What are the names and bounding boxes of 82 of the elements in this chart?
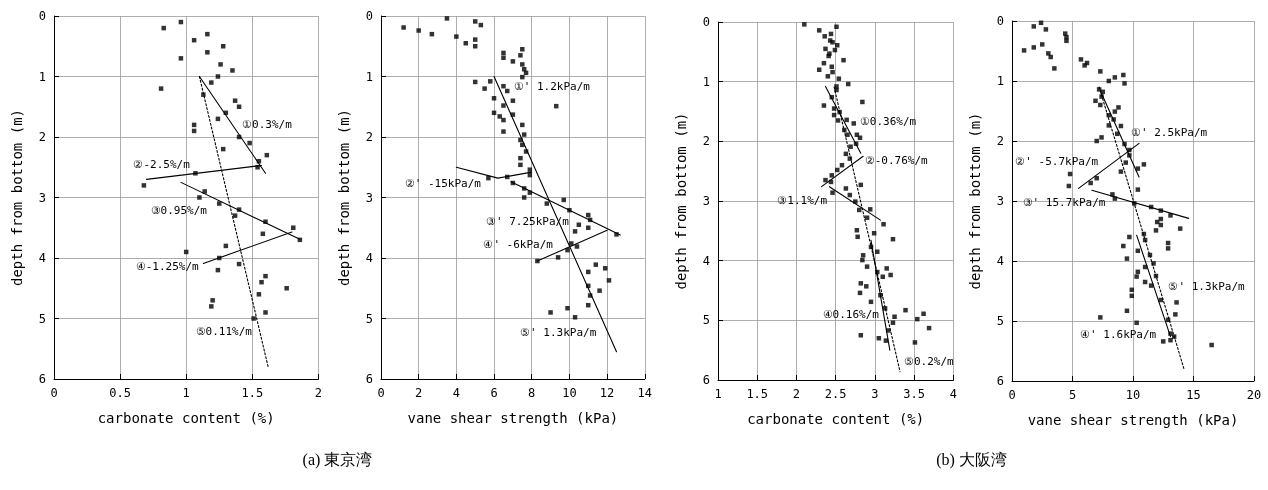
annotation: ④' 1.6kPa/m (1080, 328, 1157, 342)
x-tick-label: 0 (1008, 388, 1016, 402)
annotation: ②' -5.7kPa/m (1015, 155, 1099, 169)
y-tick-label: 4 (702, 253, 710, 268)
y-tick-label: 1 (702, 74, 710, 89)
x-tick-label: 0 (50, 386, 58, 400)
x-tick-label: 4 (949, 387, 957, 401)
annotation: ①' 1.2kPa/m (513, 79, 591, 93)
annotation: ③0.95%/m (150, 204, 208, 218)
y-tick-label: 5 (702, 313, 710, 328)
annotation: ③' 15.7kPa/m (1022, 195, 1106, 209)
x-tick-label: 1 (714, 387, 722, 401)
annotation: ①0.36%/m (859, 115, 917, 129)
x-axis-title: vane shear strength (kPa) (1027, 412, 1239, 428)
y-tick-label: 3 (365, 190, 373, 205)
annotation: ①' 2.5kPa/m (1130, 126, 1208, 140)
y-tick-label: 3 (38, 190, 46, 205)
y-tick-label: 4 (996, 254, 1004, 268)
y-tick-label: 5 (38, 311, 46, 326)
y-tick-label: 3 (702, 194, 710, 208)
x-tick-label: 8 (528, 386, 536, 400)
y-tick-label: 6 (365, 372, 373, 386)
y-tick-label: 0 (996, 14, 1004, 28)
x-tick-label: 1.5 (241, 386, 264, 400)
text: (a) 東京湾 (302, 450, 373, 471)
y-tick-label: 2 (365, 130, 373, 144)
x-tick-label: 12 (599, 386, 615, 400)
y-tick-label: 4 (38, 251, 46, 265)
x-tick-label: 0 (377, 386, 385, 400)
annotation: ①0.3%/m (242, 118, 293, 132)
y-axis-title: depth from bottom (m) (9, 108, 25, 287)
annotation: ④' -6kPa/m (483, 238, 554, 252)
y-axis-title: depth from bottom (m) (967, 112, 983, 290)
y-tick-label: 2 (996, 134, 1004, 148)
annotation: ②' -15kPa/m (404, 177, 482, 191)
y-tick-label: 1 (38, 69, 46, 84)
x-tick-label: 3.5 (903, 387, 925, 401)
y-axis-title: depth from bottom (m) (673, 112, 689, 290)
text: (b) 大阪湾 (936, 450, 1007, 471)
y-tick-label: 0 (702, 15, 710, 29)
x-tick-label: 14 (637, 386, 652, 400)
x-tick-label: 0.5 (109, 386, 131, 400)
x-tick-label: 2.5 (824, 387, 847, 401)
x-tick-label: 5 (1068, 388, 1077, 402)
annotation: ②-0.76%/m (864, 153, 929, 167)
annotation: ③1.1%/m (777, 193, 828, 207)
x-tick-label: 3 (871, 387, 879, 401)
y-tick-label: 4 (365, 251, 373, 265)
y-tick-label: 6 (996, 374, 1004, 388)
annotation: ②-2.5%/m (133, 157, 191, 171)
y-tick-label: 2 (38, 130, 46, 144)
x-tick-label: 1.5 (746, 387, 769, 401)
y-tick-label: 0 (38, 9, 46, 23)
annotation: ④0.16%/m (822, 308, 880, 322)
x-axis-title: carbonate content (%) (747, 411, 925, 427)
x-tick-label: 2 (792, 387, 801, 401)
x-tick-label: 10 (562, 386, 577, 400)
x-axis-title: vane shear strength (kPa) (407, 410, 619, 426)
y-tick-label: 6 (702, 373, 710, 387)
y-tick-label: 5 (365, 311, 373, 326)
y-tick-label: 3 (996, 194, 1004, 208)
x-tick-label: 1 (182, 386, 190, 400)
annotation: ⑤0.2%/m (903, 355, 955, 368)
x-tick-label: 20 (1246, 388, 1262, 402)
x-axis-title: carbonate content (%) (97, 410, 275, 426)
y-tick-label: 6 (38, 372, 46, 386)
y-tick-label: 1 (996, 74, 1004, 88)
annotation: ④-1.25%/m (135, 260, 200, 274)
x-tick-label: 4 (452, 386, 460, 400)
annotation: ⑤' 1.3kPa/m (1168, 279, 1246, 293)
x-tick-label: 15 (1186, 388, 1201, 402)
x-tick-label: 2 (415, 386, 423, 400)
y-tick-label: 2 (702, 134, 710, 149)
annotation: ⑤' 1.3kPa/m (520, 326, 597, 340)
x-tick-label: 6 (490, 386, 498, 400)
x-tick-label: 2 (314, 386, 322, 400)
y-tick-label: 0 (365, 9, 373, 23)
x-tick-label: 10 (1125, 388, 1141, 402)
y-tick-label: 1 (365, 69, 373, 84)
y-tick-label: 5 (996, 314, 1004, 328)
y-axis-title: depth from bottom (m) (336, 108, 352, 287)
annotation: ⑤0.11%/m (195, 325, 253, 339)
